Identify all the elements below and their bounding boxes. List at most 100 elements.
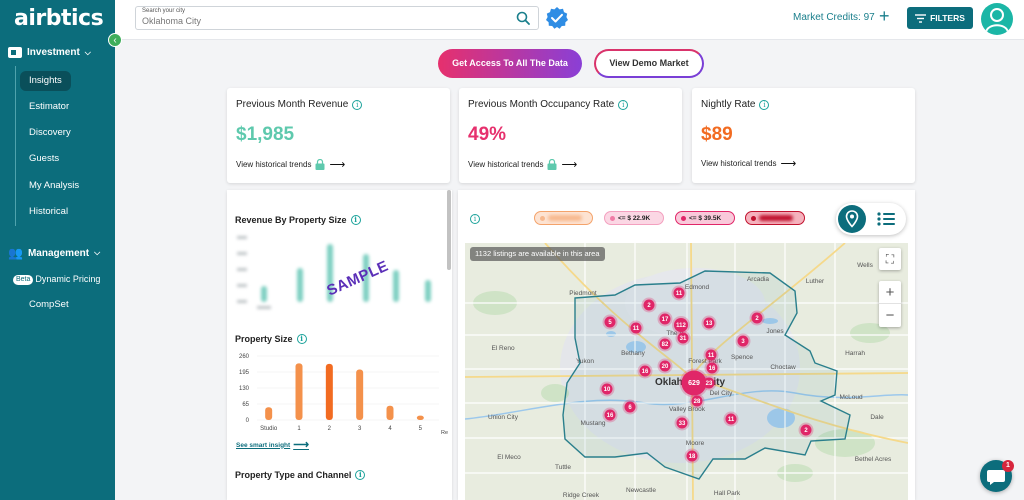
fullscreen-button[interactable]: ⛶ [879, 248, 901, 270]
legend-pill-tier-2[interactable]: <= $ 22.9K [604, 211, 664, 225]
sidebar-item-compset[interactable]: CompSet [29, 299, 69, 310]
map-cluster-marker[interactable]: 82 [657, 336, 673, 352]
map-cluster-marker[interactable]: 112 [672, 316, 690, 334]
map-cluster-marker[interactable]: 13 [701, 315, 717, 331]
user-avatar[interactable] [981, 3, 1013, 35]
truncated-axis-label: Re [441, 430, 448, 436]
zoom-in-button[interactable]: + [879, 281, 901, 304]
sidebar-item-guests[interactable]: Guests [29, 153, 60, 164]
metric-title-text: Previous Month Revenue [236, 99, 349, 110]
filter-icon [915, 13, 927, 23]
x-tick-label: Studio [260, 426, 278, 432]
view-demo-market-button[interactable]: View Demo Market [594, 49, 704, 78]
sidebar-item-dynamic-pricing[interactable]: Beta Dynamic Pricing [4, 269, 109, 289]
map-cluster-marker[interactable]: 16 [602, 407, 618, 423]
view-historical-trends-link[interactable]: View historical trends ⟶ [468, 159, 577, 170]
map-cluster-marker[interactable]: 5 [602, 314, 618, 330]
map-cluster-marker[interactable]: 2 [641, 297, 657, 313]
legend-dot [610, 215, 615, 221]
map-cluster-marker[interactable]: 11 [703, 347, 719, 363]
map-cluster-marker[interactable]: 16 [637, 363, 653, 379]
map-cluster-marker[interactable]: 2 [749, 310, 765, 326]
bar-1[interactable] [295, 363, 303, 420]
lock-icon [315, 159, 325, 170]
info-icon[interactable]: i [350, 215, 361, 225]
sidebar-item-discovery[interactable]: Discovery [29, 127, 71, 138]
view-historical-trends-link[interactable]: View historical trends ⟶ [701, 157, 797, 170]
map-cluster-marker[interactable]: 33 [674, 415, 690, 431]
map-cluster-marker[interactable]: 11 [671, 285, 687, 301]
nav-group-management[interactable]: 👥 Management ⌵ [8, 246, 100, 260]
see-smart-insight-link[interactable]: See smart insight ⟶ [236, 440, 309, 451]
legend-pill-tier-4[interactable] [745, 211, 805, 225]
property-size-bar-chart: 0 65 130 195 260 Studio 1 2 3 4 5 Re [239, 354, 448, 436]
view-historical-trends-link[interactable]: View historical trends ⟶ [236, 159, 345, 170]
sidebar-item-historical[interactable]: Historical [29, 206, 69, 217]
sidebar-item-my-analysis[interactable]: My Analysis [29, 180, 80, 191]
info-icon[interactable]: i [759, 99, 770, 110]
sidebar: airbtics Investment ⌵ Insights Estimator… [0, 0, 115, 500]
map-cluster-marker[interactable]: 2 [798, 422, 814, 438]
y-tick-label: 195 [239, 370, 250, 376]
zoom-out-button[interactable]: − [885, 307, 895, 324]
bar-5[interactable] [416, 415, 424, 420]
info-icon[interactable]: i [296, 334, 307, 344]
investment-icon [8, 47, 22, 58]
bar-4[interactable] [386, 405, 394, 420]
cluster-count: 16 [607, 413, 614, 419]
map-cluster-marker[interactable]: 11 [723, 411, 739, 427]
map-canvas[interactable]: Piedmont Edmond Arcadia Luther Wells El Reno Y… [465, 243, 908, 500]
sidebar-item-insights[interactable]: Insights [20, 71, 71, 91]
info-icon[interactable]: i [618, 99, 629, 110]
x-tick-label: 3 [358, 426, 362, 432]
map-cluster-marker[interactable]: 16 [704, 360, 720, 376]
map-place-label: Tuttle [555, 464, 571, 471]
nav-group-divider [15, 66, 16, 226]
nav-group-investment[interactable]: Investment ⌵ [8, 47, 91, 58]
collapse-sidebar-button[interactable]: ‹ [108, 33, 122, 47]
map-place-label: Newcastle [626, 487, 656, 494]
airbtics-logo[interactable]: airbtics [14, 6, 104, 31]
map-cluster-marker[interactable]: 3 [735, 333, 751, 349]
map-place-label: Luther [806, 278, 825, 285]
bar-studio[interactable] [265, 407, 273, 420]
map-cluster-marker[interactable]: 6 [622, 399, 638, 415]
map-place-label: The V [666, 330, 684, 337]
map-cluster-marker[interactable]: 23 [701, 375, 717, 391]
info-icon[interactable]: i [470, 214, 480, 224]
panel-scrollbar[interactable] [447, 190, 451, 270]
map-cluster-marker[interactable]: 18 [684, 448, 700, 464]
add-credits-plus-icon[interactable]: + [879, 6, 890, 26]
sidebar-item-estimator[interactable]: Estimator [29, 101, 70, 112]
listings-map[interactable]: Piedmont Edmond Arcadia Luther Wells El Reno Y… [465, 243, 908, 500]
map-cluster-marker[interactable]: 17 [657, 311, 673, 327]
list-view-icon[interactable] [876, 210, 896, 228]
info-icon[interactable]: i [355, 470, 366, 480]
get-access-button[interactable]: Get Access To All The Data [438, 49, 582, 78]
legend-pill-tier-3[interactable]: <= $ 39.5K [675, 211, 735, 225]
map-cluster-marker[interactable]: 20 [657, 358, 673, 374]
arrow-right-icon: ⟶ [780, 157, 797, 170]
link-label: View historical trends [468, 160, 544, 169]
bar-2[interactable] [325, 363, 333, 420]
listings-count-badge: 1132 listings are available in this area [470, 247, 605, 261]
map-panel: i <= $ 22.9K <= $ 39.5K [458, 190, 915, 500]
metric-title: Previous Month Revenue i [236, 99, 363, 110]
map-cluster-marker[interactable]: 31 [675, 330, 691, 346]
map-cluster-marker[interactable]: 28 [689, 393, 705, 409]
search-input[interactable] [142, 16, 502, 26]
cluster-count: 17 [662, 317, 669, 323]
info-icon[interactable]: i [352, 99, 363, 110]
map-view-button[interactable] [838, 205, 866, 233]
link-label: View historical trends [236, 160, 312, 169]
map-cluster-marker[interactable]: 11 [628, 320, 644, 336]
bar-3[interactable] [356, 369, 364, 420]
legend-pill-tier-1[interactable] [534, 211, 593, 225]
filters-button[interactable]: FILTERS [907, 7, 973, 29]
map-cluster-marker[interactable]: 10 [599, 381, 615, 397]
metric-title: Nightly Rate i [701, 99, 770, 110]
zoom-controls: + − [879, 281, 901, 327]
map-cluster-marker[interactable]: 629 [679, 368, 709, 398]
search-icon[interactable] [516, 11, 530, 25]
chat-button[interactable] [980, 460, 1012, 492]
